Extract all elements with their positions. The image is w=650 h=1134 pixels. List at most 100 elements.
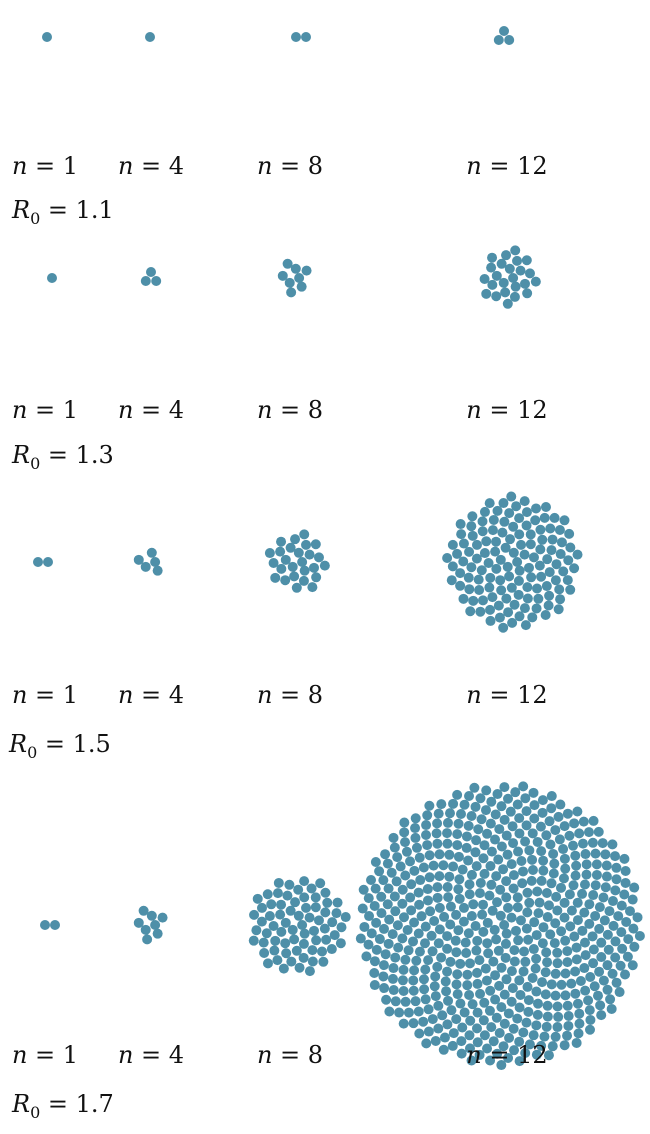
generation-value: 1 [63, 396, 78, 424]
person-dot [464, 1043, 475, 1054]
person-dot [480, 805, 491, 816]
person-dot [588, 815, 599, 826]
person-dot [521, 507, 532, 518]
person-dot [276, 926, 287, 937]
person-dot [596, 952, 607, 963]
person-dot [560, 863, 571, 874]
person-dot [554, 584, 565, 595]
person-dot [268, 558, 279, 569]
person-dot [604, 906, 615, 917]
person-dot [280, 917, 291, 928]
person-dot [392, 852, 403, 863]
person-dot [530, 963, 541, 974]
symbol-n: n [118, 1041, 133, 1069]
person-dot [536, 846, 547, 857]
person-dot [467, 511, 478, 522]
person-dot [427, 1014, 438, 1025]
symbol-r-subscript: 0 [30, 209, 40, 228]
person-dot [478, 926, 489, 937]
person-dot [423, 1004, 434, 1015]
person-dot [547, 1041, 558, 1052]
person-dot [310, 902, 321, 913]
person-dot [514, 565, 525, 576]
equals-sign: = [482, 396, 517, 424]
person-dot [366, 874, 377, 885]
person-dot [552, 958, 563, 969]
person-dot [442, 931, 453, 942]
person-dot [304, 549, 315, 560]
person-dot [497, 527, 508, 538]
person-dot [585, 1024, 595, 1035]
person-dot [572, 549, 583, 560]
person-dot [281, 948, 292, 959]
person-dot [447, 561, 458, 572]
person-dot [395, 861, 406, 872]
person-dot [591, 869, 602, 880]
person-dot [376, 908, 387, 919]
person-dot [453, 925, 464, 936]
person-dot [416, 911, 427, 922]
person-dot [332, 897, 343, 908]
person-dot [554, 834, 565, 845]
generation-value: 12 [517, 396, 548, 424]
person-dot [500, 938, 511, 949]
person-dot [152, 928, 163, 939]
generation-value: 1 [63, 152, 78, 180]
person-dot [402, 924, 413, 935]
person-dot [452, 789, 463, 800]
person-dot [581, 859, 592, 870]
person-dot [491, 563, 502, 574]
person-dot [543, 600, 554, 611]
person-dot [484, 582, 495, 593]
person-dot [513, 575, 524, 586]
person-dot [553, 604, 564, 615]
person-dot [484, 890, 495, 901]
person-dot [477, 516, 488, 527]
person-dot [261, 928, 272, 939]
person-dot [369, 967, 380, 978]
person-dot [504, 1032, 515, 1043]
person-dot [481, 536, 492, 547]
person-dot [366, 928, 377, 939]
person-dot [258, 937, 269, 948]
person-dot [540, 989, 551, 1000]
person-dot [564, 830, 575, 841]
person-dot [484, 498, 495, 509]
person-dot [615, 960, 626, 971]
equals-sign: = [272, 396, 307, 424]
person-dot [140, 561, 151, 572]
person-dot [291, 32, 301, 42]
person-dot [632, 912, 643, 923]
person-dot [482, 828, 493, 839]
person-dot [555, 594, 566, 605]
person-dot [550, 968, 561, 979]
person-dot [252, 893, 263, 904]
person-dot [379, 923, 389, 934]
person-dot [475, 877, 486, 888]
person-dot [587, 837, 598, 848]
equals-sign: = [27, 152, 62, 180]
person-dot [563, 1010, 574, 1021]
person-dot [499, 989, 510, 1000]
person-dot [301, 32, 311, 42]
person-dot [424, 850, 435, 861]
person-dot [454, 874, 465, 885]
generation-label: n = 1 [12, 396, 78, 424]
person-dot [550, 990, 561, 1001]
person-dot [523, 995, 534, 1006]
person-dot [450, 935, 461, 946]
person-dot [307, 945, 318, 956]
person-dot [579, 879, 590, 890]
person-dot [555, 549, 566, 560]
person-dot [610, 851, 621, 862]
person-dot [474, 584, 485, 595]
person-dot [514, 1002, 525, 1013]
person-dot [528, 787, 539, 798]
person-dot [249, 909, 260, 920]
person-dot [514, 513, 525, 524]
person-dot [537, 938, 548, 949]
person-dot [588, 890, 599, 901]
person-dot [432, 818, 443, 829]
person-dot [476, 814, 487, 825]
symbol-n: n [12, 396, 27, 424]
